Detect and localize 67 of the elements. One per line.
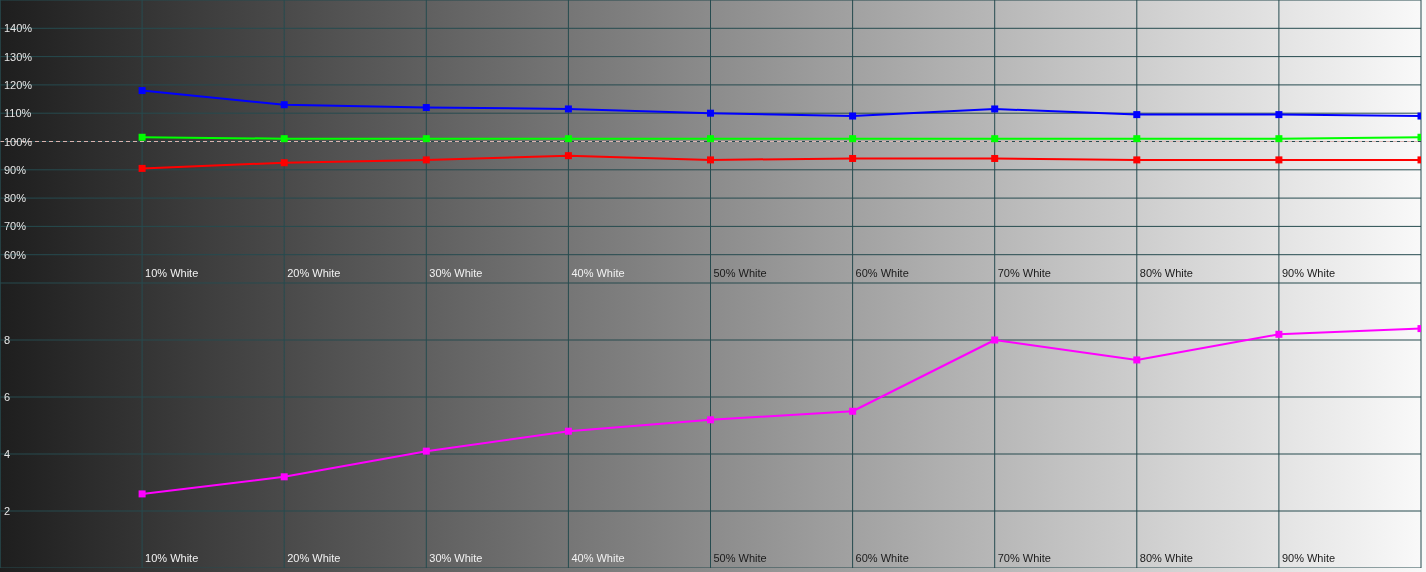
- y-tick-label: 100%: [4, 135, 33, 148]
- point: [991, 135, 999, 143]
- x-tick-label: 20% White: [287, 552, 341, 564]
- x-tick-label: 10% White: [145, 552, 199, 564]
- x-tick-label: 80% White: [1139, 267, 1193, 279]
- y-tick-label: 90%: [4, 163, 27, 176]
- point: [138, 164, 146, 172]
- point: [1275, 330, 1283, 338]
- point: [849, 135, 857, 143]
- point: [991, 154, 999, 162]
- y-tick-label: 70%: [4, 220, 27, 233]
- point: [564, 105, 572, 113]
- point: [707, 109, 714, 117]
- point: [1133, 156, 1141, 164]
- point: [707, 156, 714, 164]
- x-tick-label: 50% White: [713, 267, 767, 279]
- x-tick-label: 10% White: [145, 267, 199, 279]
- point: [422, 156, 430, 164]
- point: [707, 135, 714, 143]
- point: [138, 133, 146, 141]
- x-tick-label: 30% White: [429, 552, 483, 564]
- x-tick-label: 80% White: [1139, 552, 1193, 564]
- point: [849, 407, 857, 415]
- x-tick-label: 70% White: [997, 267, 1051, 279]
- x-tick-label: 20% White: [287, 267, 341, 279]
- x-tick-label: 60% White: [855, 552, 909, 564]
- point: [849, 112, 857, 120]
- x-tick-label: 70% White: [997, 552, 1051, 564]
- x-tick-label: 90% White: [1281, 267, 1336, 279]
- point: [422, 135, 430, 143]
- point: [1133, 356, 1141, 364]
- point: [280, 473, 288, 481]
- x-tick-label: 90% White: [1281, 552, 1336, 564]
- point: [991, 105, 999, 113]
- y-tick-label: 120%: [4, 78, 33, 91]
- x-tick-label: 60% White: [855, 267, 909, 279]
- y-tick-label: 2: [4, 505, 11, 517]
- point: [564, 427, 572, 435]
- point: [138, 490, 146, 498]
- point: [849, 154, 857, 162]
- y-tick-label: 8: [4, 334, 11, 346]
- point: [280, 101, 288, 109]
- point: [280, 135, 288, 143]
- x-tick-label: 40% White: [571, 267, 625, 279]
- point: [138, 87, 146, 95]
- point: [991, 336, 999, 344]
- point: [422, 104, 430, 112]
- y-tick-label: 80%: [4, 192, 27, 205]
- point: [1275, 135, 1283, 143]
- y-tick-label: 60%: [4, 248, 27, 261]
- y-tick-label: 130%: [4, 50, 33, 63]
- point: [1275, 156, 1283, 164]
- point: [280, 159, 288, 167]
- point: [707, 416, 714, 424]
- point: [564, 152, 572, 160]
- point: [564, 135, 572, 143]
- point: [1133, 135, 1141, 143]
- y-tick-label: 140%: [4, 22, 33, 35]
- y-tick-label: 4: [4, 448, 11, 460]
- y-tick-label: 110%: [4, 107, 32, 120]
- point: [422, 447, 430, 455]
- point: [1133, 111, 1141, 119]
- y-tick-label: 6: [4, 391, 11, 403]
- x-tick-label: 30% White: [429, 267, 483, 279]
- x-tick-label: 50% White: [713, 552, 767, 564]
- point: [1275, 111, 1283, 119]
- x-tick-label: 40% White: [571, 552, 625, 564]
